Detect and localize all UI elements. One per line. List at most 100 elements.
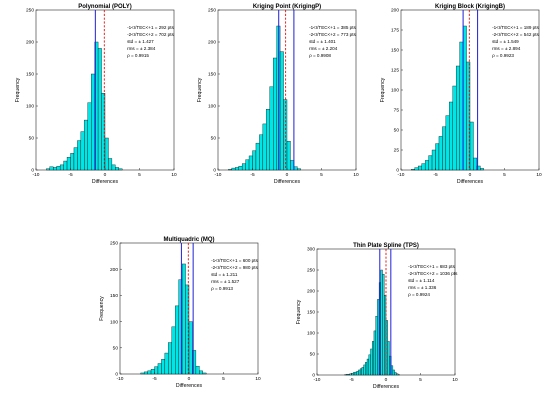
- x-tick-label: 5: [222, 376, 225, 382]
- histogram-bar: [358, 369, 361, 376]
- x-tick-label: 0: [188, 376, 191, 382]
- y-tick-label: 50: [29, 136, 35, 142]
- histogram-bar: [349, 373, 352, 376]
- histogram-bar: [269, 86, 274, 171]
- y-tick-label: 100: [208, 104, 216, 110]
- histogram-bar: [424, 160, 429, 171]
- histogram-bar: [286, 141, 291, 171]
- histogram-bar: [56, 165, 61, 171]
- stats-annotation: -2<I/TEC<+2 = 1036 pts: [408, 271, 458, 276]
- x-tick-label: 0: [469, 172, 472, 178]
- histogram-bar: [456, 65, 460, 171]
- histogram-bar: [140, 372, 145, 375]
- histogram-bar: [77, 140, 82, 171]
- y-tick-label: 150: [26, 72, 34, 78]
- histogram-bar: [199, 370, 203, 375]
- histogram-bar: [273, 57, 277, 171]
- y-tick-label: 200: [208, 40, 216, 46]
- y-tick-label: 150: [110, 293, 118, 299]
- stats-annotation: -1<I/TEC<+1 = 683 pts: [408, 264, 455, 269]
- stats-annotation: -2<I/TEC<+2 = 980 pts: [211, 265, 258, 270]
- histogram-bar: [394, 372, 397, 376]
- histogram-bar: [375, 316, 378, 376]
- histogram-bar: [97, 48, 102, 171]
- histogram-bar: [259, 134, 264, 171]
- histogram-bar: [59, 164, 64, 171]
- panel-title: Kriging Point (KrigingP): [253, 4, 321, 10]
- x-tick-label: 5: [320, 172, 323, 178]
- y-tick-label: 200: [110, 267, 118, 273]
- histogram-bar: [262, 123, 267, 171]
- histogram-bar: [255, 142, 260, 171]
- histogram-bar: [175, 305, 179, 375]
- y-tick-label: 25: [394, 148, 400, 154]
- stats-annotation: ρ = 0.9924: [408, 292, 430, 297]
- histogram-bar: [373, 330, 376, 376]
- x-axis-label: Differences: [92, 179, 119, 185]
- histogram-bar: [469, 121, 474, 171]
- y-tick-label: 175: [391, 28, 399, 34]
- x-axis-label: Differences: [176, 383, 203, 389]
- histogram-bar: [53, 167, 57, 171]
- histogram-bar: [266, 109, 270, 171]
- stats-annotation: -2<I/TEC<+2 = 773 pts: [309, 32, 356, 37]
- x-tick-label: 5: [419, 377, 422, 383]
- y-tick-label: 100: [307, 331, 315, 337]
- histogram-bar: [380, 269, 383, 376]
- histogram-bar: [480, 168, 484, 171]
- histogram-bar: [91, 73, 95, 171]
- histogram-bar: [354, 371, 357, 376]
- x-tick-label: -5: [250, 172, 255, 178]
- stats-annotation: std = ± 1.401: [309, 39, 336, 44]
- y-axis-label: Frequency: [197, 77, 203, 102]
- x-tick-label: 5: [503, 172, 506, 178]
- histogram-bar: [84, 119, 88, 171]
- x-tick-label: 0: [385, 377, 388, 383]
- x-tick-label: 10: [255, 376, 261, 382]
- histogram-bar: [49, 166, 54, 171]
- histogram-bar: [435, 143, 440, 171]
- stats-annotation: ρ = 0.9913: [211, 286, 233, 291]
- histogram-bar: [164, 352, 169, 375]
- histogram-bar: [241, 163, 246, 171]
- stats-annotation: rms = ± 1.336: [408, 285, 437, 290]
- histogram-bar: [449, 101, 453, 171]
- histogram-bar: [195, 365, 200, 375]
- y-tick-label: 150: [208, 72, 216, 78]
- y-tick-label: 50: [113, 346, 119, 352]
- histogram-bar: [297, 168, 301, 171]
- histogram-bar: [452, 85, 457, 171]
- y-tick-label: 50: [211, 136, 217, 142]
- y-axis-label: Frequency: [99, 296, 105, 321]
- x-tick-label: 10: [171, 172, 177, 178]
- histogram-bar: [157, 363, 162, 375]
- histogram-bar: [111, 164, 116, 171]
- y-tick-label: 50: [394, 128, 400, 134]
- stats-annotation: ρ = 0.9923: [492, 53, 514, 58]
- histogram-bar: [80, 131, 85, 171]
- stats-annotation: -1<I/TEC<+1 = 189 pts: [492, 25, 539, 30]
- histogram-bar: [438, 136, 443, 171]
- panel-title: Kriging Block (KrigingB): [435, 4, 505, 10]
- y-tick-label: 250: [307, 268, 315, 274]
- y-tick-label: 100: [26, 104, 34, 110]
- panel-title: Multiquadric (MQ): [164, 237, 215, 243]
- histogram-bar: [382, 274, 385, 376]
- histogram-bar: [150, 369, 155, 375]
- y-tick-label: 250: [110, 241, 118, 247]
- stats-annotation: -1<I/TEC<+1 = 600 pts: [211, 258, 258, 263]
- histogram-bar: [171, 326, 176, 375]
- stats-annotation: rms = ± 1.527: [211, 279, 240, 284]
- y-tick-label: 100: [110, 319, 118, 325]
- stats-annotation: std = ± 1.114: [408, 278, 435, 283]
- histogram-bar: [366, 358, 369, 376]
- histogram-bar: [445, 115, 450, 171]
- histogram-bar: [63, 160, 68, 171]
- histogram-bar: [245, 159, 250, 171]
- histogram-bar: [372, 341, 375, 376]
- x-tick-label: 0: [104, 172, 107, 178]
- panel-title: Polynomial (POLY): [78, 4, 131, 10]
- histogram-bar: [347, 373, 350, 376]
- x-tick-label: 10: [536, 172, 542, 178]
